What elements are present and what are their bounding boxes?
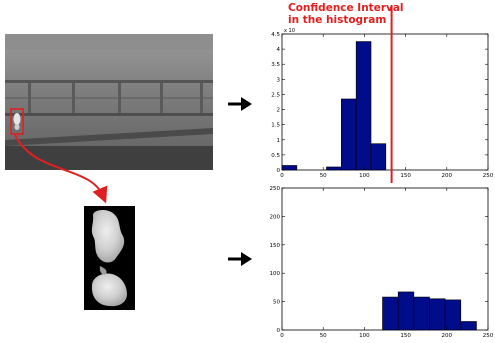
cropped-person-image <box>84 206 135 310</box>
histogram-cropped-region: 0 50 100 150 200 250 0 50 100 150 200 250 <box>270 186 494 339</box>
y-tick-label: 4 <box>277 47 281 53</box>
y-tick-label: 0 <box>277 328 281 334</box>
x-tick-label: 200 <box>442 333 453 339</box>
x-tick-label: 100 <box>359 333 370 339</box>
x-tick-label: 150 <box>400 333 411 339</box>
y-tick-label: 3.5 <box>271 62 280 68</box>
histogram-full-image: 0 50 100 150 200 250 0 0.5 1 1.5 2 2.5 3 3.5 4 4.5 x 10 <box>271 28 493 179</box>
y-tick-label: 2 <box>277 108 281 114</box>
y-tick-label: 2.5 <box>271 92 280 98</box>
x-tick-label: 50 <box>320 173 327 179</box>
y-tick-label: 50 <box>273 300 280 306</box>
x-tick-label: 0 <box>280 333 284 339</box>
zoom-arrow <box>14 134 108 204</box>
person-hotspot <box>13 113 21 130</box>
x-tick-label: 0 <box>280 173 284 179</box>
histogram-bar <box>382 296 399 331</box>
y-tick-label: 3 <box>277 77 281 83</box>
histogram-bar <box>341 98 357 171</box>
x-tick-label: 100 <box>359 173 370 179</box>
y-multiplier-label: x 10 <box>284 28 295 34</box>
histogram-bar <box>326 166 342 171</box>
histogram-bar <box>460 321 477 331</box>
annotation-line-1: Confidence Interval <box>288 2 404 14</box>
y-tick-label: 0 <box>277 168 281 174</box>
y-tick-label: 4.5 <box>271 32 280 38</box>
y-tick-label: 150 <box>270 243 281 249</box>
histogram-bar <box>355 41 372 171</box>
arrow-right-top <box>228 97 252 111</box>
x-tick-label: 150 <box>400 173 411 179</box>
histogram-bar <box>444 299 462 331</box>
y-tick-label: 1.5 <box>271 123 280 129</box>
y-tick-label: 1 <box>277 138 281 144</box>
histogram-bar <box>413 296 430 331</box>
x-tick-label: 50 <box>320 333 327 339</box>
selection-box <box>10 108 24 135</box>
y-tick-label: 200 <box>270 214 281 220</box>
histogram-bar <box>281 165 298 171</box>
y-tick-label: 0.5 <box>271 153 280 159</box>
confidence-interval-annotation: Confidence Interval in the histogram <box>288 2 458 26</box>
x-tick-label: 200 <box>442 173 453 179</box>
annotation-line-2: in the histogram <box>288 14 387 26</box>
x-tick-label: 250 <box>483 333 494 339</box>
thermal-scene-image <box>5 34 213 170</box>
y-tick-label: 250 <box>270 186 281 192</box>
y-tick-label: 100 <box>270 271 281 277</box>
x-tick-label: 250 <box>483 173 494 179</box>
histogram-bar <box>397 291 415 331</box>
histogram-bar <box>429 298 446 331</box>
histogram-bar <box>370 143 387 171</box>
arrow-right-bottom <box>228 252 252 266</box>
